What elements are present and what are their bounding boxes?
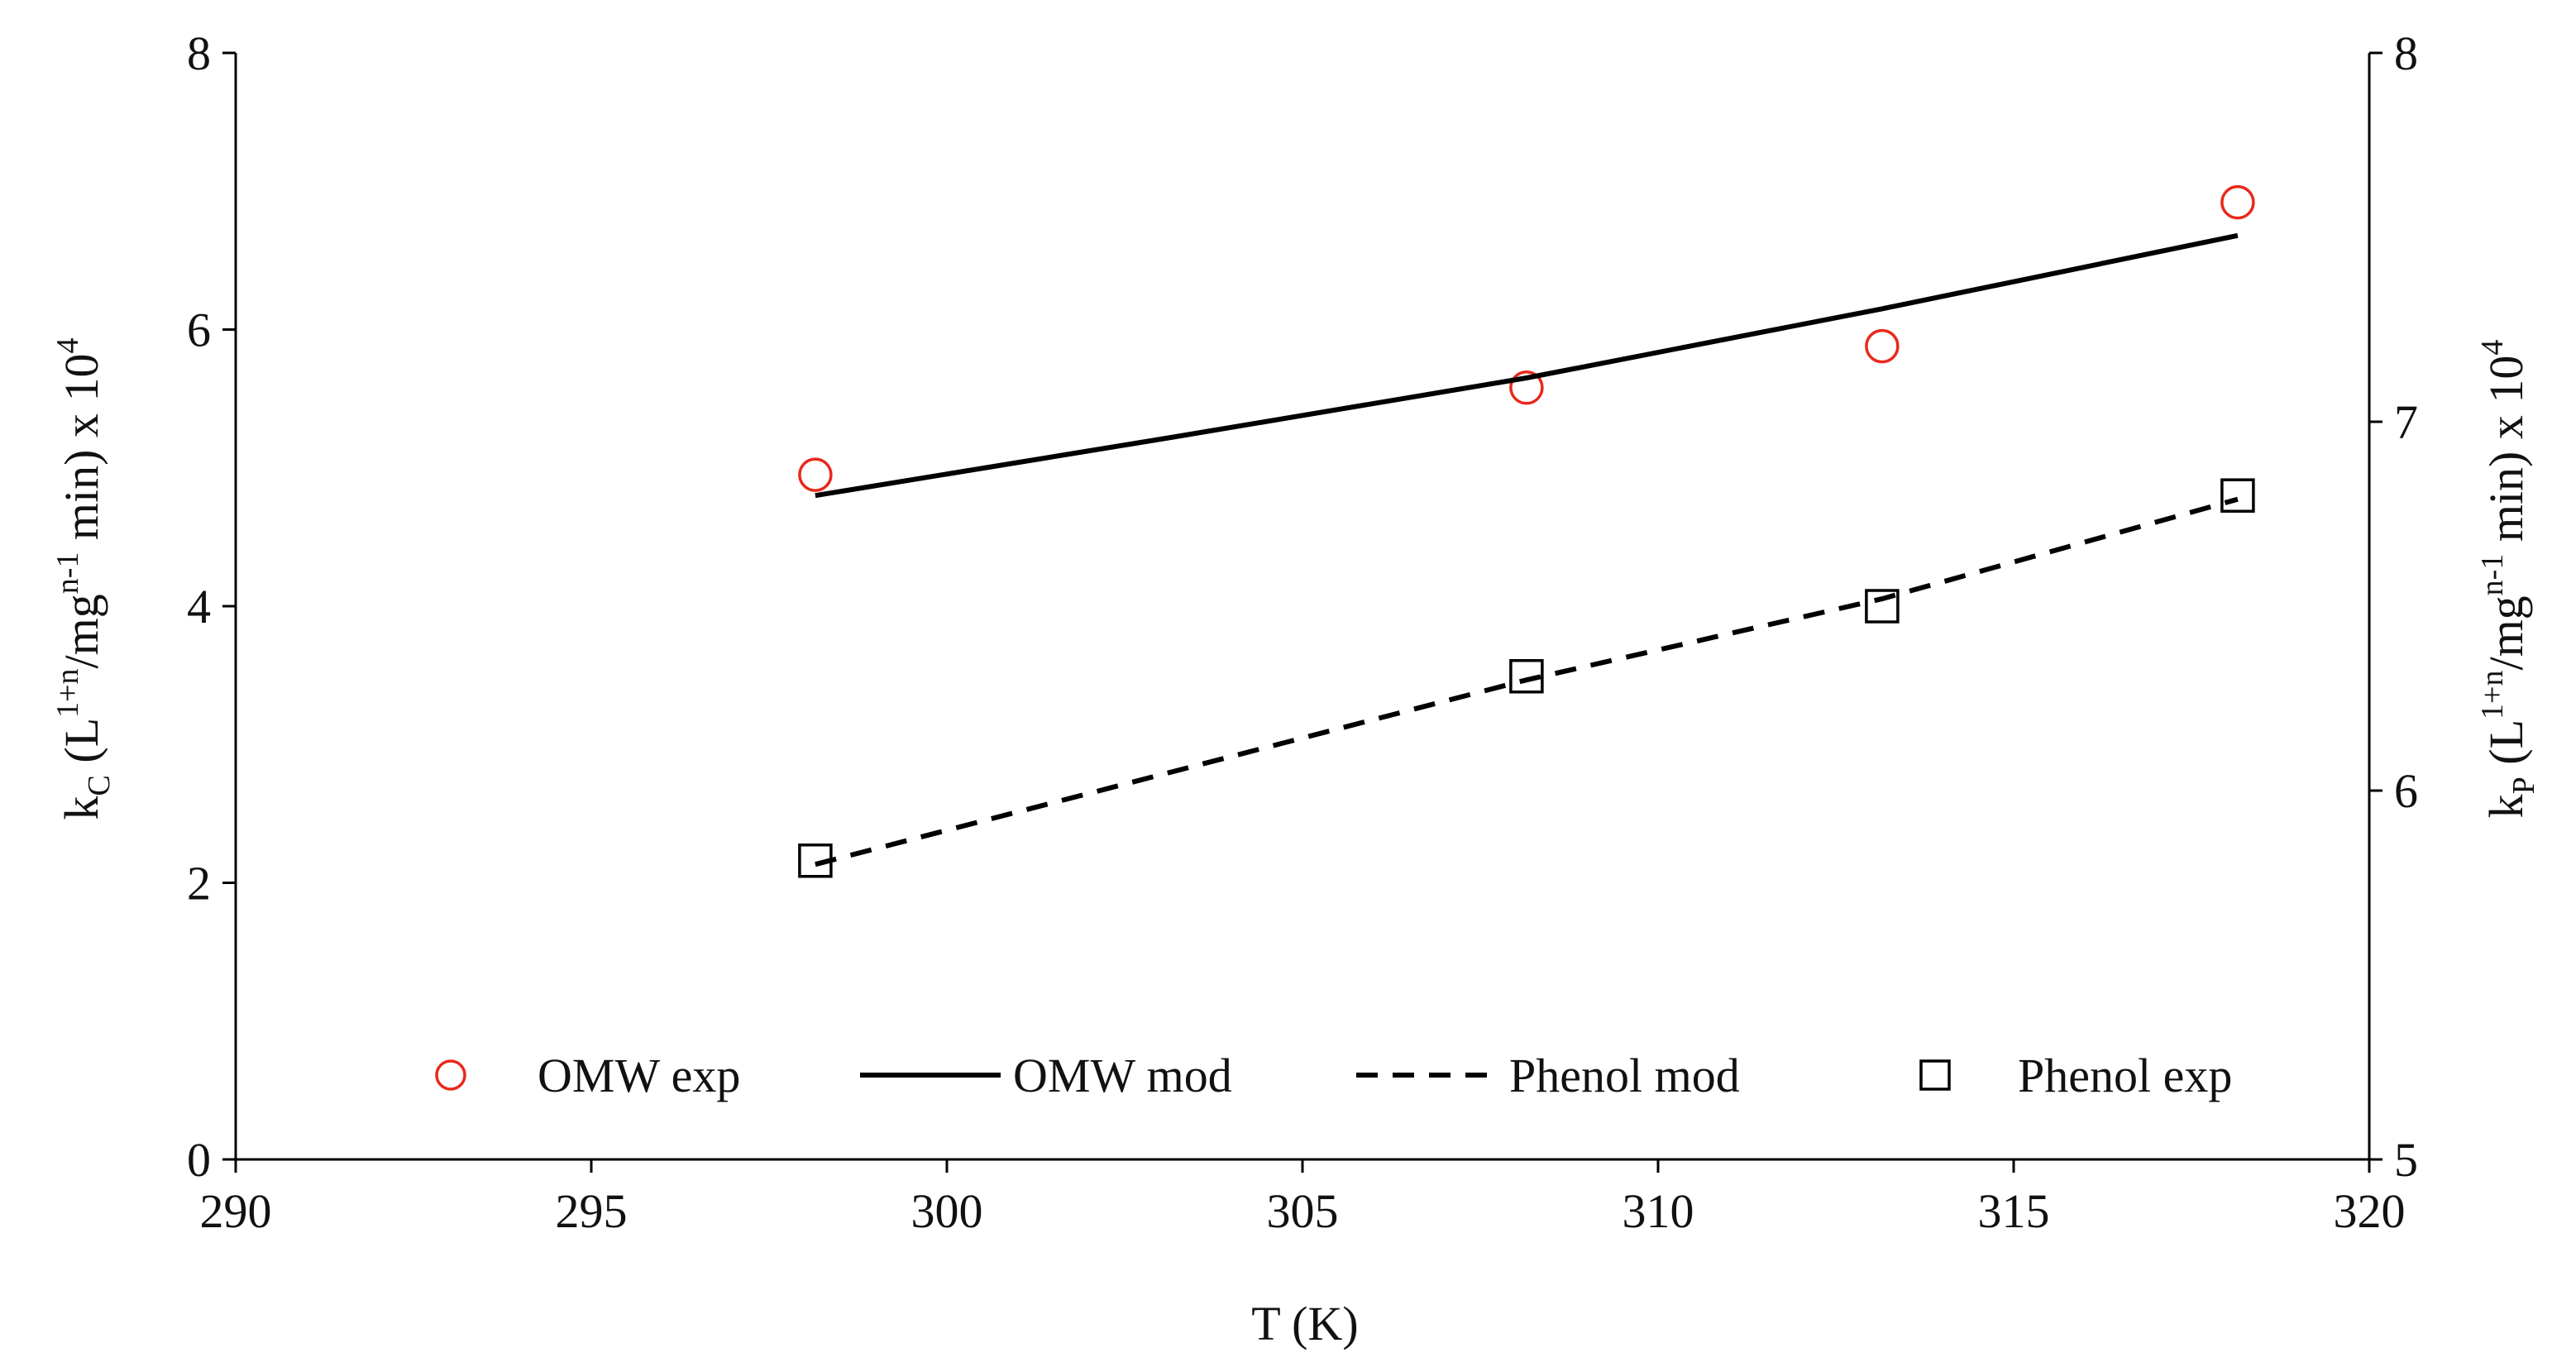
y-left-subscript: C	[82, 775, 117, 796]
axis-ticks: 290 295 300 305 310 315 320 0 2 4 6 8 5 6 7 8	[187, 26, 2418, 1238]
legend: OMW exp OMW mod Phenol mod Phenol exp	[435, 1049, 2232, 1102]
series-phenol-mod	[815, 496, 2239, 868]
y-left-tick-label: 2	[187, 857, 211, 911]
y-left-sup2: n-1	[50, 552, 85, 595]
point-omw-exp	[2220, 184, 2255, 220]
x-tick-label: 310	[1623, 1184, 1694, 1238]
x-tick-label: 315	[1978, 1184, 2050, 1238]
y-right-tick-label: 6	[2394, 764, 2418, 818]
series-phenol-exp	[798, 478, 2255, 878]
y-left-sup1: 1+n	[50, 668, 85, 717]
legend-square-marker	[1919, 1059, 1951, 1091]
point-phenol-exp	[798, 843, 833, 878]
x-tick-label: 320	[2334, 1184, 2406, 1238]
y-right-sup1: 1+n	[2475, 671, 2510, 719]
y-right-subscript: P	[2507, 777, 2541, 794]
legend-label: OMW mod	[1013, 1049, 1232, 1102]
y-left-mid2: /mg	[55, 594, 108, 668]
series-line-phenol-mod	[815, 496, 2239, 868]
legend-label: Phenol mod	[1509, 1049, 1740, 1102]
y-left-tick-label: 6	[187, 304, 211, 357]
series-line-omw-mod	[815, 232, 2239, 499]
plot-series	[798, 184, 2255, 878]
x-tick-label: 295	[556, 1184, 628, 1238]
legend-item-phenol-exp: Phenol exp	[1919, 1049, 2232, 1102]
series-omw-mod	[815, 232, 2239, 499]
legend-item-phenol-mod: Phenol mod	[1356, 1049, 1740, 1102]
x-tick-label: 305	[1267, 1184, 1339, 1238]
y-left-tick-label: 0	[187, 1133, 211, 1187]
point-omw-exp	[798, 457, 833, 492]
y-right-mid1: (L	[2479, 719, 2533, 777]
x-tick-label: 300	[911, 1184, 983, 1238]
y-right-sup3: 4	[2475, 340, 2510, 356]
axes	[234, 53, 2371, 1161]
point-phenol-exp	[2220, 478, 2255, 513]
y-left-tick-label: 4	[187, 580, 211, 633]
y-axis-left-title: kC (L1+n/mgn-1 min) x 104	[50, 338, 117, 820]
y-left-tick-label: 8	[187, 26, 211, 80]
y-right-tick-label: 5	[2394, 1133, 2418, 1187]
legend-label: OMW exp	[538, 1049, 740, 1102]
y-right-tick-label: 7	[2394, 395, 2418, 449]
y-left-mid3: min) x 10	[55, 354, 108, 552]
y-right-prefix: k	[2479, 794, 2533, 818]
y-left-sup3: 4	[50, 338, 85, 354]
x-tick-label: 290	[200, 1184, 272, 1238]
series-omw-exp	[798, 184, 2255, 492]
y-left-mid1: (L	[55, 718, 108, 775]
y-right-mid3: min) x 10	[2479, 356, 2533, 554]
point-phenol-exp	[1865, 589, 1900, 624]
point-omw-exp	[1509, 370, 1544, 405]
point-omw-exp	[1865, 328, 1900, 364]
legend-item-omw-exp: OMW exp	[435, 1049, 740, 1102]
y-right-tick-label: 8	[2394, 26, 2418, 80]
y-right-mid2: /mg	[2479, 595, 2533, 670]
legend-label: Phenol exp	[2018, 1049, 2232, 1102]
legend-circle-marker	[435, 1059, 466, 1091]
legend-item-omw-mod: OMW mod	[860, 1049, 1232, 1102]
y-left-prefix: k	[55, 796, 108, 820]
x-axis-title: T (K)	[1251, 1297, 1358, 1350]
point-phenol-exp	[1509, 658, 1544, 694]
y-axis-right-title: kP (L1+n/mgn-1 min) x 104	[2475, 340, 2541, 819]
y-right-sup2: n-1	[2475, 554, 2510, 596]
